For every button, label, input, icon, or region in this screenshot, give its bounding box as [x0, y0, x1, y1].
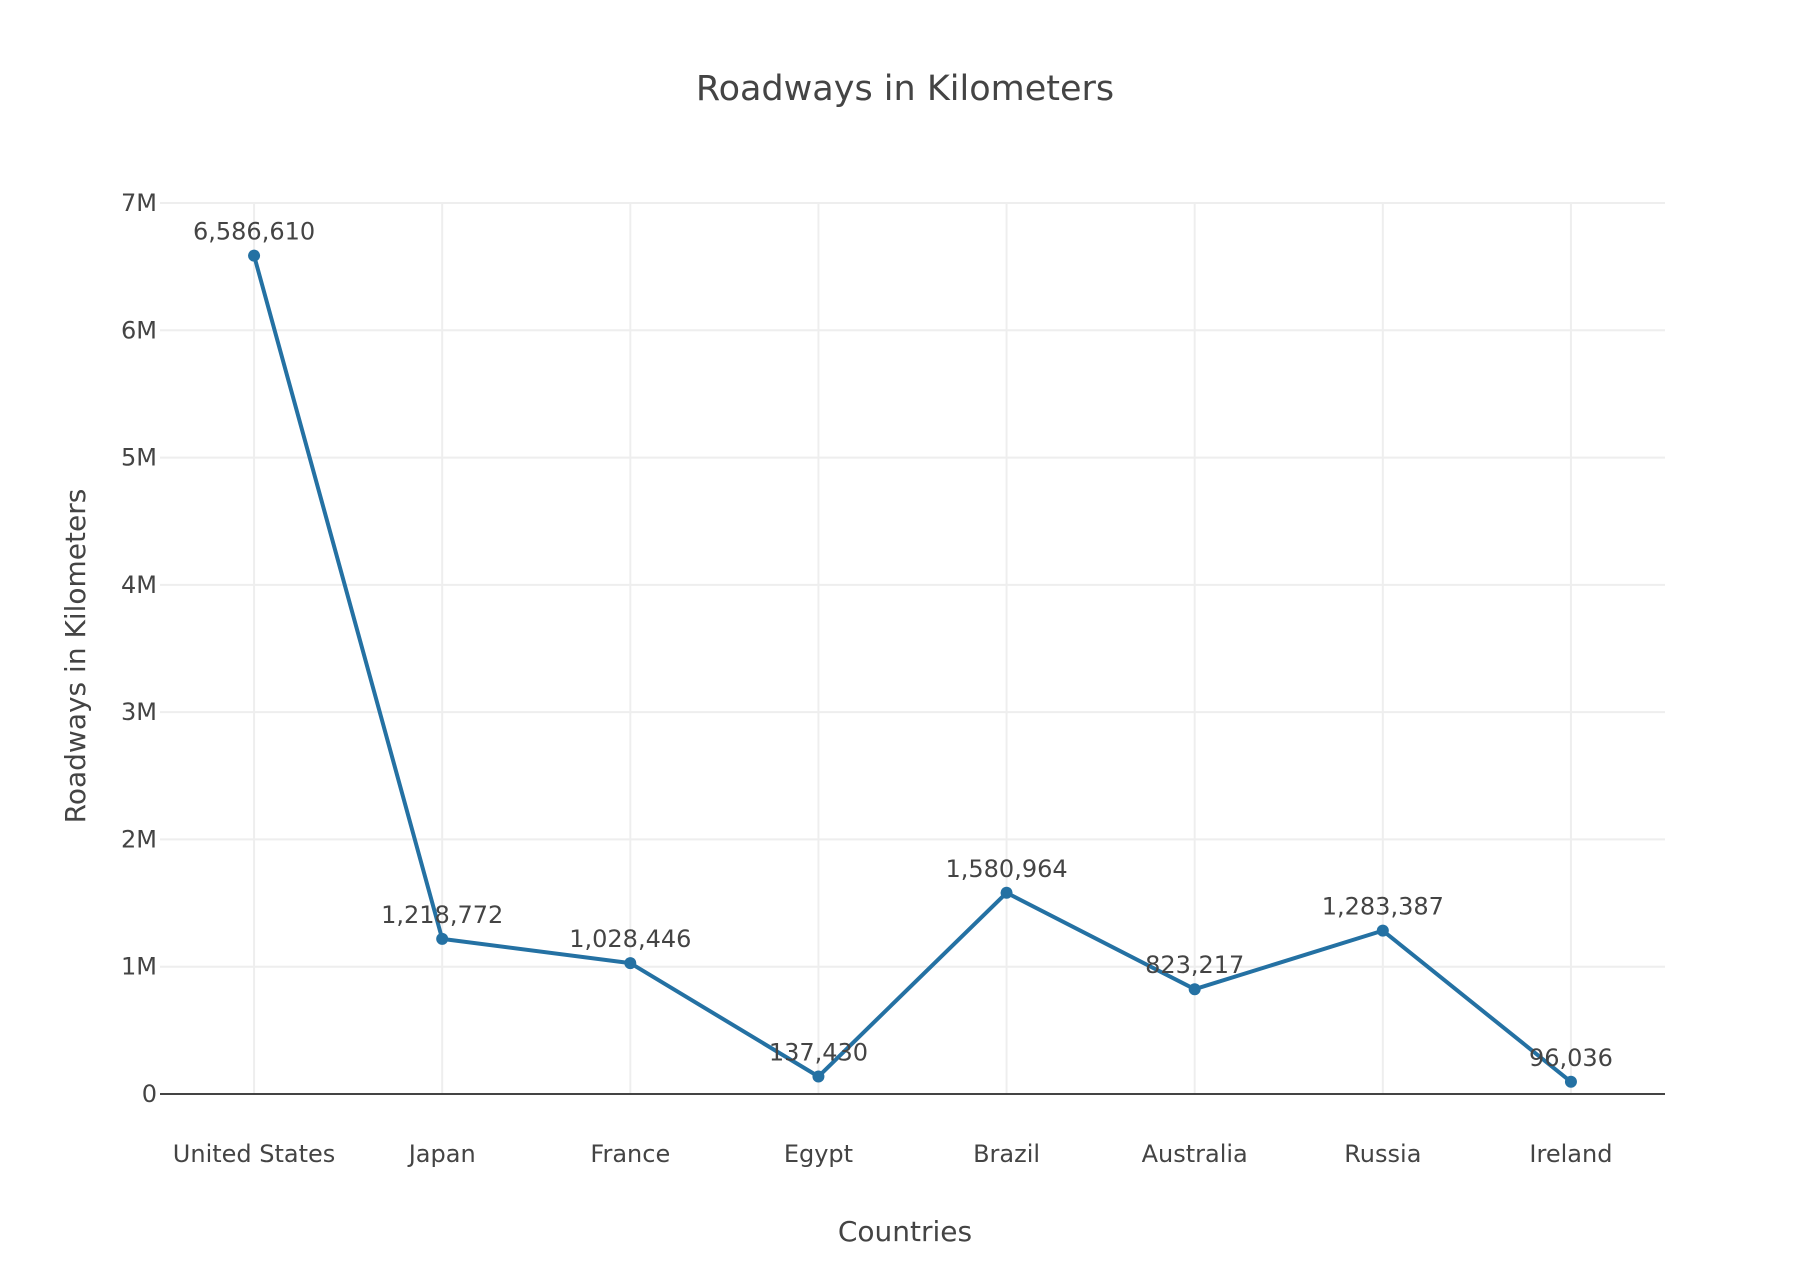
y-tick-label: 5M — [121, 444, 157, 472]
x-tick-label: Brazil — [973, 1140, 1040, 1168]
axis-layer: 0 1M 2M 3M 4M 5M 6M 7M United States Japan France E… — [121, 189, 1612, 1168]
data-point[interactable] — [1376, 924, 1389, 937]
x-tick-label: Egypt — [784, 1140, 853, 1168]
data-label: 1,283,387 — [1322, 893, 1444, 921]
data-point[interactable] — [1564, 1075, 1577, 1088]
data-point[interactable] — [1188, 983, 1201, 996]
series-layer — [248, 249, 1577, 1088]
x-axis-title: Countries — [838, 1215, 972, 1248]
x-tick-label: Russia — [1344, 1140, 1421, 1168]
chart-title: Roadways in Kilometers — [696, 69, 1114, 109]
data-label: 1,580,964 — [945, 855, 1067, 883]
data-label: 1,028,446 — [569, 925, 691, 953]
x-tick-label: United States — [173, 1140, 336, 1168]
y-axis-title: Roadways in Kilometers — [59, 489, 92, 824]
data-point[interactable] — [624, 957, 637, 970]
data-point[interactable] — [248, 249, 261, 262]
data-label: 96,036 — [1529, 1044, 1613, 1072]
data-point[interactable] — [436, 932, 449, 945]
x-tick-label: Australia — [1142, 1140, 1248, 1168]
y-tick-label: 3M — [121, 698, 157, 726]
y-tick-label: 7M — [121, 189, 157, 217]
data-point[interactable] — [1000, 886, 1013, 899]
grid-layer — [160, 202, 1665, 1095]
data-label: 823,217 — [1145, 951, 1244, 979]
y-tick-label: 2M — [121, 825, 157, 853]
data-point[interactable] — [812, 1070, 825, 1083]
series-line — [252, 255, 1573, 1084]
x-tick-label: Japan — [407, 1140, 476, 1168]
x-tick-label: Ireland — [1529, 1140, 1612, 1168]
y-tick-label: 1M — [121, 953, 157, 981]
data-label-layer: 6,586,610 1,218,772 1,028,446 137,430 1,580,… — [193, 218, 1613, 1072]
y-tick-label: 6M — [121, 316, 157, 344]
data-label: 1,218,772 — [381, 901, 503, 929]
data-label: 6,586,610 — [193, 218, 315, 246]
x-tick-label: France — [590, 1140, 670, 1168]
data-label: 137,430 — [769, 1039, 868, 1067]
y-tick-label: 0 — [142, 1080, 157, 1108]
y-tick-label: 4M — [121, 571, 157, 599]
